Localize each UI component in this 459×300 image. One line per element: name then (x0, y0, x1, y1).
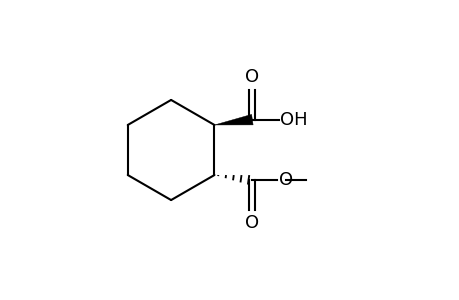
Text: O: O (245, 68, 259, 86)
Polygon shape (214, 114, 252, 125)
Text: O: O (278, 171, 292, 189)
Text: O: O (245, 214, 259, 232)
Text: OH: OH (280, 111, 307, 129)
